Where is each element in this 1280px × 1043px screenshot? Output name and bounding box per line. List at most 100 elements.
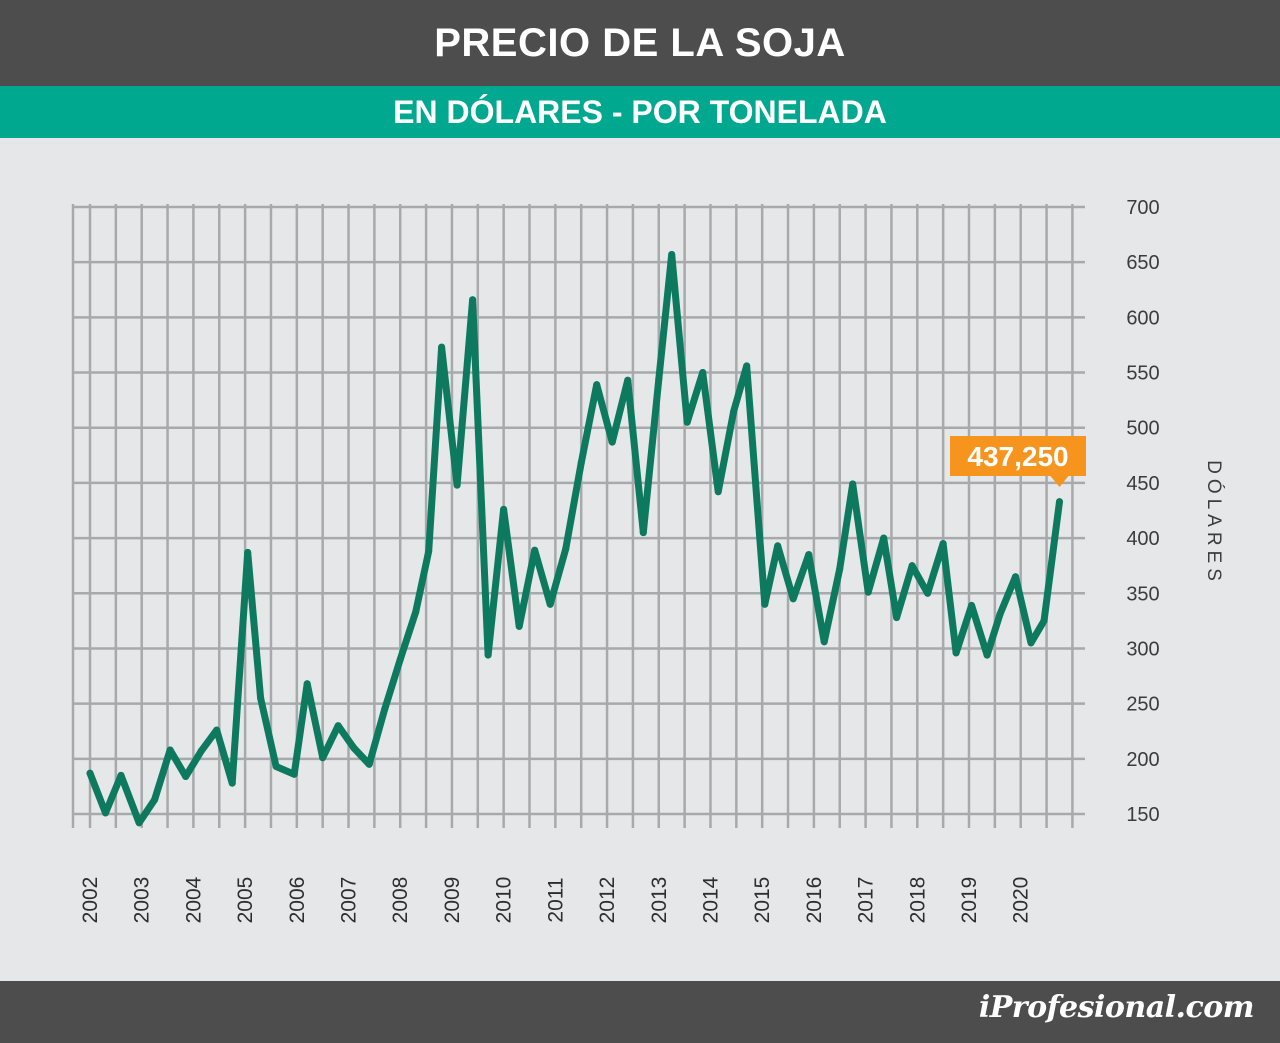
data-point — [968, 601, 976, 609]
x-tick-label: 2004 — [182, 876, 205, 923]
callout-box — [950, 436, 1086, 487]
x-tick-label: 2019 — [958, 877, 981, 924]
data-point — [484, 651, 492, 659]
data-point — [880, 534, 888, 542]
y-tick-label: 600 — [1126, 307, 1159, 329]
x-tick-label: 2020 — [1010, 877, 1033, 924]
data-point — [135, 819, 143, 827]
chart-grid — [71, 204, 1085, 828]
data-point — [624, 376, 632, 384]
data-point — [438, 343, 446, 351]
data-point — [244, 548, 252, 556]
data-point — [381, 705, 389, 713]
y-tick-label: 650 — [1126, 252, 1159, 274]
x-tick-label: 2011 — [544, 877, 567, 922]
data-point — [683, 418, 691, 426]
last-value-callout: 437,250 — [950, 436, 1086, 487]
data-point — [743, 362, 751, 370]
footer-bar — [0, 981, 1280, 1043]
data-point — [577, 459, 585, 467]
data-point — [908, 562, 916, 570]
data-point — [820, 638, 828, 646]
data-point — [714, 488, 722, 496]
data-point — [166, 746, 174, 754]
data-point — [789, 595, 797, 603]
brand-logo: iProfesional.com — [978, 990, 1255, 1025]
data-point — [668, 250, 676, 258]
y-axis-ticks: 150 200 250 300 350 400 450 500 550 600 650 700 — [1126, 197, 1159, 826]
data-point — [952, 649, 960, 657]
data-point — [500, 505, 508, 513]
x-tick-label: 2008 — [389, 877, 412, 924]
x-tick-label: 2017 — [855, 877, 878, 924]
data-point — [939, 540, 947, 548]
y-tick-label: 300 — [1126, 638, 1159, 660]
data-point — [453, 481, 461, 489]
x-tick-label: 2005 — [234, 877, 257, 924]
callout-value: 437,250 — [967, 441, 1068, 472]
data-point — [86, 769, 94, 777]
chart-title: PRECIO DE LA SOJA — [0, 0, 1280, 86]
data-point — [303, 680, 311, 688]
y-tick-label: 200 — [1126, 749, 1159, 771]
data-point — [319, 754, 327, 762]
data-point — [412, 608, 420, 616]
data-point — [864, 588, 872, 596]
soy-price-chart: 150 200 250 300 350 400 450 500 550 600 650 700 200… — [71, 197, 1225, 923]
chart-subtitle: EN DÓLARES - POR TONELADA — [0, 86, 1280, 138]
data-point — [983, 651, 991, 659]
data-point — [117, 771, 125, 779]
y-tick-label: 700 — [1126, 197, 1159, 219]
x-tick-label: 2018 — [906, 877, 929, 924]
y-tick-label: 550 — [1126, 363, 1159, 385]
data-point — [425, 547, 433, 555]
x-tick-label: 2013 — [648, 877, 671, 924]
data-point — [213, 726, 221, 734]
data-point — [1040, 617, 1048, 625]
data-point — [761, 600, 769, 608]
data-point — [730, 407, 738, 415]
data-point — [893, 614, 901, 622]
data-point — [1055, 498, 1063, 506]
data-point — [197, 747, 205, 755]
y-tick-label: 400 — [1126, 528, 1159, 550]
data-point — [562, 545, 570, 553]
y-axis-label: DÓLARES — [1203, 460, 1225, 586]
data-point — [102, 809, 110, 817]
x-tick-label: 2003 — [131, 877, 154, 924]
data-point — [593, 381, 601, 389]
data-point — [655, 375, 663, 383]
data-point — [639, 529, 647, 537]
data-point — [469, 296, 477, 304]
data-point — [836, 565, 844, 573]
data-point — [272, 763, 280, 771]
data-point — [182, 772, 190, 780]
y-tick-label: 500 — [1126, 418, 1159, 440]
data-point — [151, 796, 159, 804]
data-point — [699, 369, 707, 377]
x-tick-label: 2014 — [699, 876, 722, 923]
data-point — [396, 655, 404, 663]
y-tick-label: 250 — [1126, 694, 1159, 716]
data-point — [546, 600, 554, 608]
x-tick-label: 2016 — [803, 877, 826, 924]
x-tick-label: 2007 — [338, 877, 361, 924]
x-tick-label: 2009 — [441, 877, 464, 924]
y-tick-label: 150 — [1126, 804, 1159, 826]
x-tick-label: 2006 — [286, 877, 309, 924]
data-point — [774, 542, 782, 550]
data-point — [805, 551, 813, 559]
x-axis-ticks: 2002 2003 2004 2005 2006 2007 2008 2009 2010 2011… — [79, 876, 1033, 923]
data-point — [365, 760, 373, 768]
x-tick-label: 2010 — [493, 877, 516, 924]
data-point — [1027, 639, 1035, 647]
data-point — [515, 622, 523, 630]
x-tick-label: 2002 — [79, 877, 102, 924]
data-point — [996, 610, 1004, 618]
y-tick-label: 450 — [1126, 473, 1159, 495]
data-point — [608, 438, 616, 446]
data-point — [531, 546, 539, 554]
x-tick-label: 2015 — [751, 877, 774, 924]
data-point — [350, 744, 358, 752]
data-point — [290, 770, 298, 778]
